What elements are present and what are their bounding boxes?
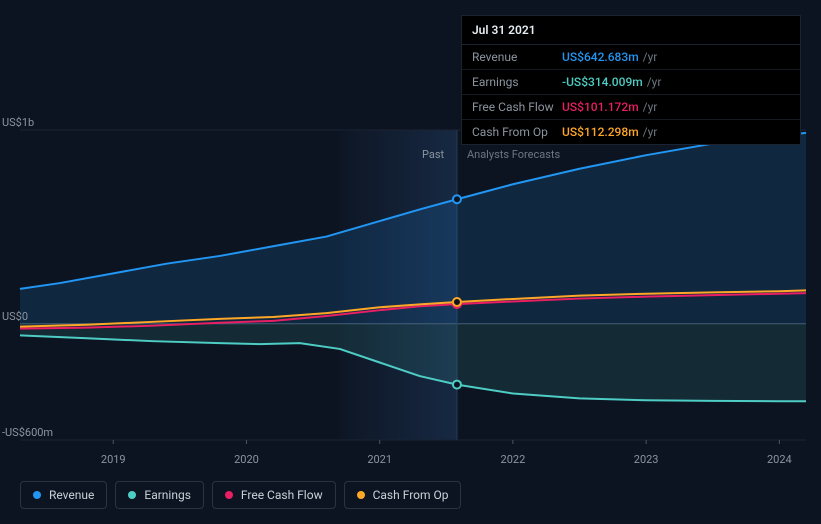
past-section-label: Past (422, 148, 444, 161)
x-axis-tick-label: 2021 (367, 453, 392, 466)
chart-legend: Revenue Earnings Free Cash Flow Cash From O… (20, 481, 461, 509)
tooltip-metric-value: US$112.298m (562, 125, 639, 139)
forecast-section-label: Analysts Forecasts (467, 148, 560, 161)
legend-dot-icon (225, 491, 233, 499)
financial-chart: US$1b US$0 -US$600m 2019 2020 2021 2022 2023 20… (0, 0, 821, 524)
tooltip-row: Cash From OpUS$112.298m/yr (462, 120, 800, 144)
y-axis-tick-label: US$1b (2, 116, 34, 129)
legend-item-free-cash-flow[interactable]: Free Cash Flow (212, 481, 336, 509)
legend-label: Revenue (49, 488, 94, 502)
x-axis-tick-label: 2023 (634, 453, 659, 466)
data-tooltip: Jul 31 2021 RevenueUS$642.683m/yrEarning… (461, 15, 801, 145)
x-axis-tick-label: 2020 (234, 453, 259, 466)
tooltip-row: Earnings-US$314.009m/yr (462, 70, 800, 95)
tooltip-row: Free Cash FlowUS$101.172m/yr (462, 95, 800, 120)
x-axis-tick-label: 2019 (101, 453, 126, 466)
tooltip-metric-value: US$101.172m (562, 100, 639, 114)
legend-label: Free Cash Flow (241, 488, 323, 502)
legend-label: Cash From Op (373, 488, 449, 502)
y-axis-tick-label: US$0 (2, 310, 28, 323)
legend-label: Earnings (144, 488, 191, 502)
tooltip-metric-unit: /yr (643, 125, 658, 139)
tooltip-metric-label: Free Cash Flow (472, 100, 562, 114)
tooltip-metric-value: US$642.683m (562, 50, 639, 64)
legend-item-earnings[interactable]: Earnings (115, 481, 204, 509)
tooltip-row: RevenueUS$642.683m/yr (462, 45, 800, 70)
tooltip-metric-value: -US$314.009m (562, 75, 643, 89)
tooltip-metric-label: Revenue (472, 50, 562, 64)
x-axis-tick-label: 2022 (501, 453, 526, 466)
legend-item-revenue[interactable]: Revenue (20, 481, 107, 509)
legend-dot-icon (357, 491, 365, 499)
tooltip-metric-label: Earnings (472, 75, 562, 89)
legend-dot-icon (128, 491, 136, 499)
legend-item-cash-from-op[interactable]: Cash From Op (344, 481, 462, 509)
tooltip-date: Jul 31 2021 (462, 16, 800, 45)
legend-dot-icon (33, 491, 41, 499)
y-axis-tick-label: -US$600m (2, 426, 53, 439)
tooltip-metric-unit: /yr (643, 100, 658, 114)
tooltip-metric-unit: /yr (647, 75, 662, 89)
tooltip-metric-unit: /yr (643, 50, 658, 64)
x-axis-tick-label: 2024 (767, 453, 792, 466)
tooltip-metric-label: Cash From Op (472, 125, 562, 139)
